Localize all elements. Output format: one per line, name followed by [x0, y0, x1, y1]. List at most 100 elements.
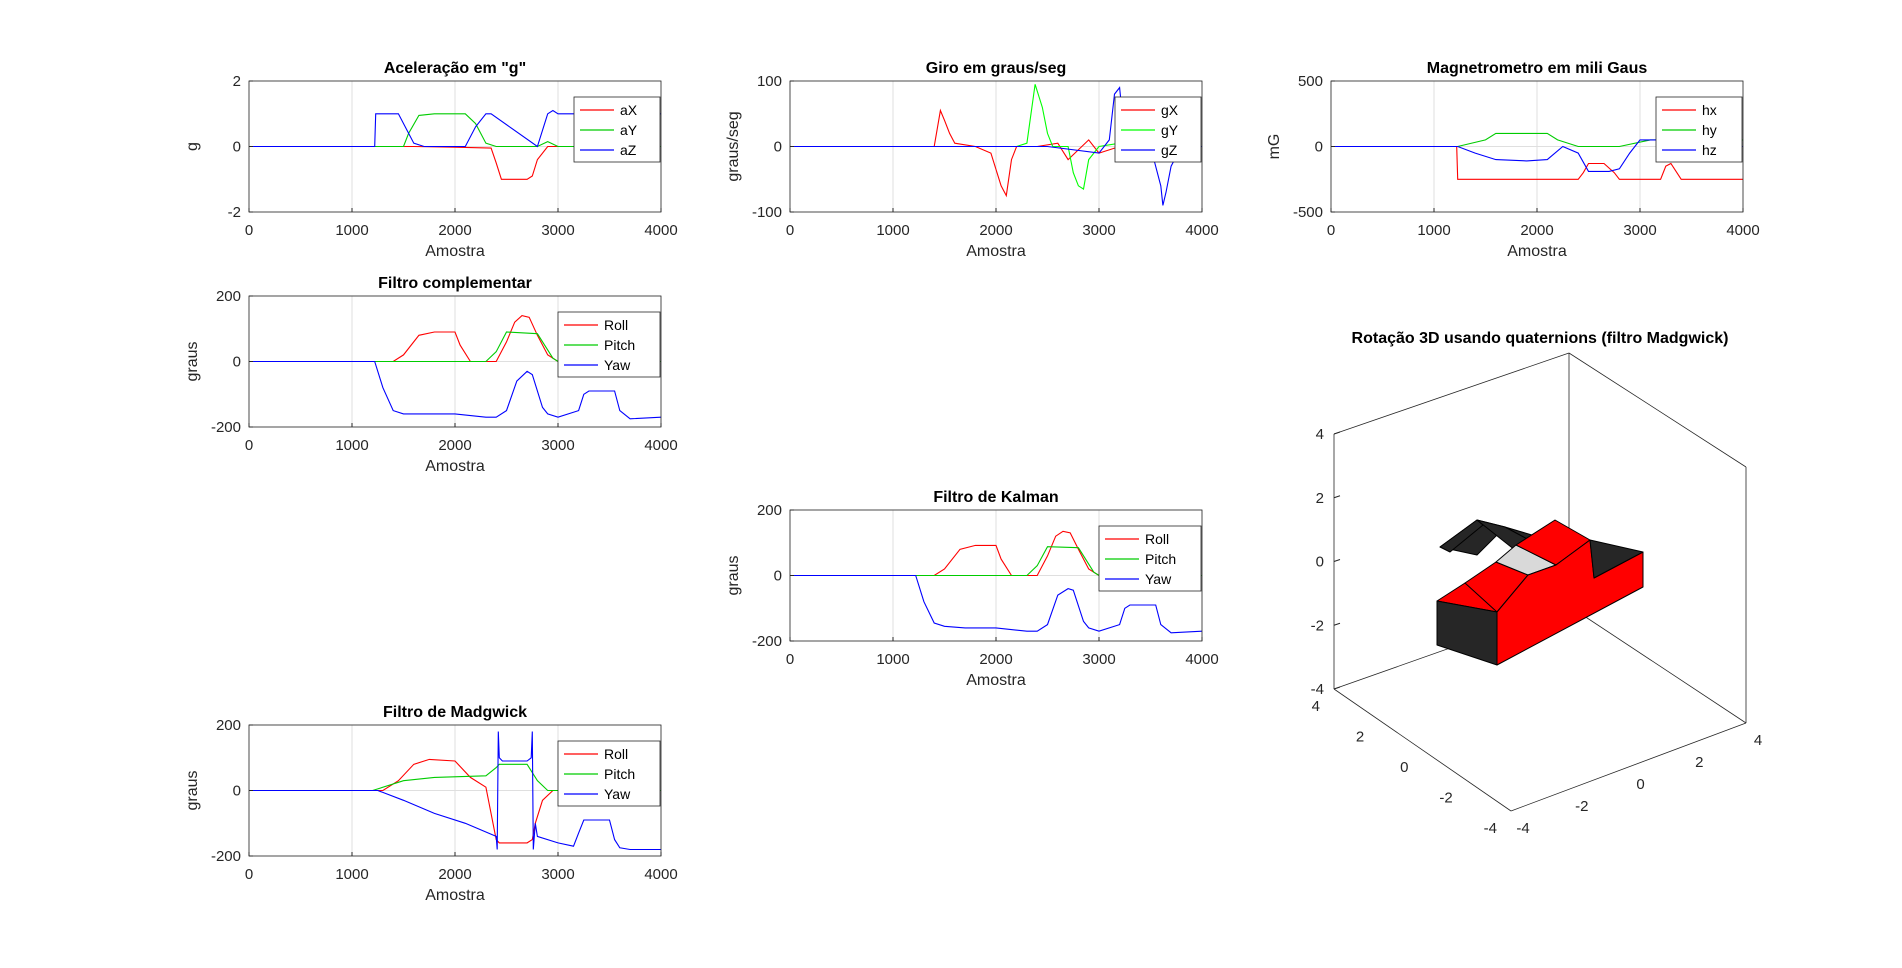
series-line-ax — [249, 145, 661, 180]
y-tick-label: 200 — [757, 502, 782, 519]
y-tick-label: 0 — [774, 568, 782, 585]
legend-label-yaw: Yaw — [1145, 571, 1172, 587]
z-tick — [1333, 686, 1341, 690]
x-tick-label: 3000 — [1623, 222, 1656, 239]
legend-label-hz: hz — [1702, 142, 1717, 158]
chart-title: Filtro complementar — [378, 275, 532, 292]
x-axis-label: Amostra — [425, 243, 485, 260]
series-line-yaw — [249, 731, 661, 851]
chart-title: Aceleração em "g" — [384, 60, 526, 77]
legend-label-pitch: Pitch — [604, 337, 635, 353]
x-tick-label: 1000 — [335, 866, 368, 883]
x-tick-label: 4 — [1754, 732, 1762, 749]
legend-label-ay: aY — [620, 122, 638, 138]
x-tick-label: 0 — [245, 222, 253, 239]
series-line-roll — [790, 530, 1202, 577]
x-axis-label: Amostra — [1507, 243, 1567, 260]
x-axis-label: Amostra — [425, 458, 485, 475]
y-tick-label: 200 — [216, 288, 241, 305]
axis-edge — [1333, 688, 1512, 812]
rear-step — [1589, 539, 1644, 579]
x-axis-label: Amostra — [966, 243, 1026, 260]
x-tick-label: 1000 — [335, 222, 368, 239]
x-tick-label: 1000 — [876, 651, 909, 668]
y-tick-label: 0 — [1315, 139, 1323, 156]
x-tick-label: 0 — [1327, 222, 1335, 239]
series-line-pitch — [790, 546, 1202, 577]
legend-label-hx: hx — [1702, 102, 1717, 118]
legend-label-roll: Roll — [604, 746, 628, 762]
y-tick-label: 0 — [233, 783, 241, 800]
y-tick-label: -200 — [752, 633, 782, 650]
axis-edge — [1510, 722, 1747, 812]
y-tick-label: -100 — [752, 204, 782, 221]
x-tick-label: 4000 — [1185, 651, 1218, 668]
y-tick-label: -200 — [211, 419, 241, 436]
series-line-hx — [1331, 145, 1743, 180]
x-tick-label: 1000 — [876, 222, 909, 239]
z-tick — [1333, 559, 1341, 562]
x-tick-label: 3000 — [1082, 651, 1115, 668]
series-line-roll — [249, 314, 661, 363]
legend-label-hy: hy — [1702, 122, 1717, 138]
legend-label-ax: aX — [620, 102, 638, 118]
legend: Roll Pitch Yaw — [1098, 525, 1202, 592]
axis-edge — [1568, 605, 1747, 724]
x-tick-label: 2000 — [438, 866, 471, 883]
legend-label-gx: gX — [1161, 102, 1179, 118]
y-axis-label: graus — [184, 770, 201, 810]
x-tick-label: 2 — [1695, 754, 1703, 771]
y-tick-label: 100 — [757, 73, 782, 90]
legend: aX aY aZ — [573, 96, 661, 163]
series-line-ay — [249, 113, 661, 148]
x-tick-label: 0 — [786, 651, 794, 668]
x-tick-label: 4000 — [644, 222, 677, 239]
x-tick-label: 4000 — [1726, 222, 1759, 239]
y-axis-label: mG — [1266, 134, 1283, 160]
x-tick-label: 4000 — [644, 437, 677, 454]
chart-title: Giro em graus/seg — [926, 60, 1067, 77]
x-tick-label: 0 — [245, 437, 253, 454]
series-line-yaw — [790, 574, 1203, 634]
legend-label-yaw: Yaw — [604, 357, 631, 373]
z-tick-label: 4 — [1316, 426, 1324, 443]
y-tick-label: 2 — [1356, 729, 1364, 746]
x-tick-label: 2000 — [438, 222, 471, 239]
z-tick-label: 0 — [1316, 554, 1324, 571]
y-tick-label: 2 — [233, 73, 241, 90]
legend-label-az: aZ — [620, 142, 637, 158]
legend-label-roll: Roll — [604, 317, 628, 333]
chart-3d: -4 -2 0 2 4 4 2 0 -2 -4 -4 -2 0 2 4 Rotação 3D usando q… — [1311, 330, 1763, 837]
z-tick — [1333, 495, 1341, 499]
chart-title: Rotação 3D usando quaternions (filtro Ma… — [1352, 330, 1729, 347]
front-face — [1436, 600, 1498, 666]
legend: Roll Pitch Yaw — [557, 311, 661, 378]
x-tick-label: 2000 — [1520, 222, 1553, 239]
y-tick-label: -200 — [211, 848, 241, 865]
y-axis-label: graus — [725, 555, 742, 595]
y-tick-label: 0 — [1400, 759, 1408, 776]
z-tick-label: 2 — [1316, 490, 1324, 507]
legend-label-pitch: Pitch — [604, 766, 635, 782]
series-line-gx — [790, 108, 1202, 198]
z-tick-label: -2 — [1311, 617, 1324, 634]
axis-edge — [1568, 352, 1747, 468]
x-tick-label: 3000 — [541, 437, 574, 454]
series-line-yaw — [249, 360, 662, 420]
y-tick-label: 4 — [1312, 698, 1320, 715]
axis-edge — [1333, 352, 1570, 435]
y-tick-label: 0 — [233, 354, 241, 371]
chart-title: Filtro de Kalman — [933, 489, 1058, 506]
y-tick-label: -4 — [1484, 820, 1497, 837]
y-tick-label: 0 — [233, 139, 241, 156]
x-tick-label: 1000 — [1417, 222, 1450, 239]
y-tick-label: -2 — [1439, 790, 1452, 807]
chart-title: Magnetrometro em mili Gaus — [1427, 60, 1648, 77]
x-tick-label: 1000 — [335, 437, 368, 454]
x-tick-label: 0 — [1636, 776, 1644, 793]
legend: Roll Pitch Yaw — [557, 740, 661, 807]
